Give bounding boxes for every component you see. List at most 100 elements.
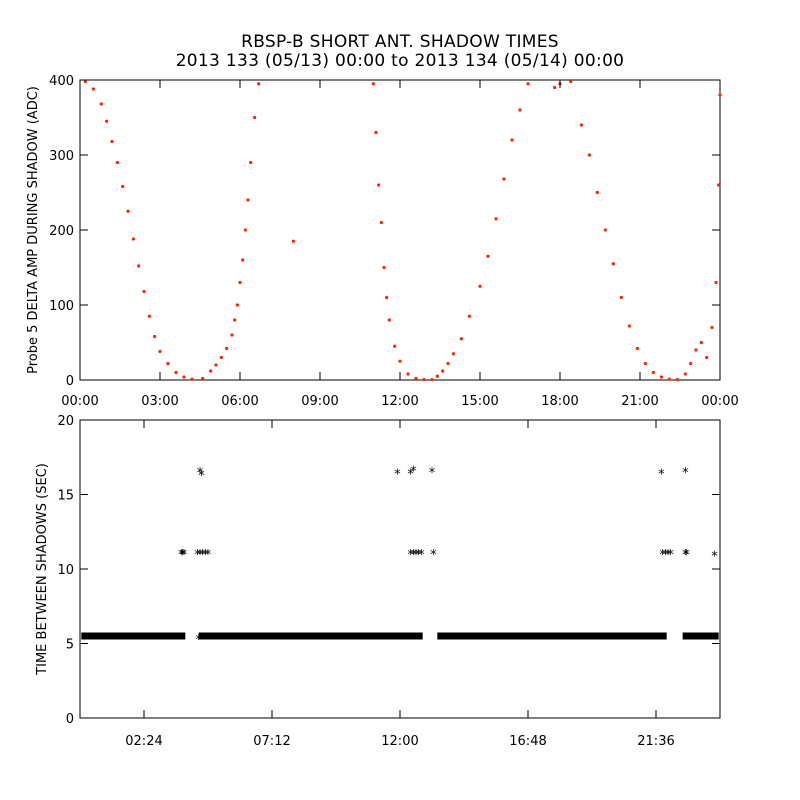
top-data-point: [710, 325, 714, 330]
top-data-point: [190, 377, 194, 381]
bottom-data-point: *: [197, 466, 204, 481]
top-data-point: [174, 370, 178, 375]
top-x-tick-label: 15:00: [461, 394, 498, 409]
top-data-point: [379, 220, 383, 225]
top-data-point: [166, 361, 170, 366]
bottom-x-tick-label: 07:12: [253, 734, 290, 749]
bottom-plot-frame: [79, 419, 721, 719]
bottom-data-point: *: [205, 548, 212, 563]
top-data-point: [225, 346, 229, 351]
top-data-point: [387, 318, 391, 322]
top-data-point: [718, 93, 722, 97]
top-data-point: [714, 280, 718, 285]
top-data-point: [121, 184, 125, 189]
bottom-data-point: *: [658, 468, 665, 483]
top-data-point: [209, 369, 213, 373]
top-data-point: [675, 378, 679, 382]
top-data-point: [257, 82, 261, 86]
top-data-point: [502, 177, 506, 181]
top-data-point: [435, 374, 439, 378]
top-x-tick-label: 21:00: [621, 394, 658, 409]
bottom-y-tick-label: 10: [57, 563, 74, 578]
top-data-point: [579, 123, 583, 127]
top-y-tick-label: 100: [49, 299, 74, 314]
top-data-point: [643, 361, 647, 366]
bottom-x-tick-label: 12:00: [381, 734, 418, 749]
top-y-tick-label: 300: [49, 149, 74, 164]
top-data-point: [235, 303, 239, 307]
top-x-tick-label: 12:00: [381, 394, 418, 409]
top-data-point: [291, 239, 295, 243]
top-data-point: [219, 355, 223, 360]
top-data-point: [158, 349, 162, 354]
top-data-point: [377, 183, 381, 187]
bottom-x-ticks: 02:24 07:12 12:00 16:48 21:36: [125, 420, 675, 749]
bottom-data-point: *: [179, 548, 186, 563]
top-data-point: [486, 254, 490, 258]
bottom-data-point: *: [407, 548, 414, 563]
top-data-point: [241, 258, 245, 262]
top-data-point: [467, 314, 471, 318]
top-data-point: [110, 139, 114, 144]
top-data-point: [510, 138, 514, 142]
top-data-point: [553, 85, 557, 90]
bottom-data-point: *: [197, 548, 204, 563]
bottom-data-point: *: [418, 548, 425, 563]
top-data-point: [83, 79, 87, 84]
bottom-y-tick-label: 15: [57, 489, 74, 504]
bottom-y-tick-label: 5: [66, 638, 74, 653]
top-data-point: [659, 375, 663, 379]
top-x-tick-label: 18:00: [541, 394, 578, 409]
bottom-data-point: *: [178, 548, 185, 563]
top-data-point: [105, 119, 109, 123]
bottom-data-point: *: [682, 466, 689, 481]
top-data-point: [243, 228, 247, 232]
top-x-tick-label: 00:00: [701, 394, 738, 409]
top-data-point: [91, 87, 95, 91]
top-data-point: [238, 280, 242, 285]
top-x-tick-label: 06:00: [221, 394, 258, 409]
top-y-ticks: 0 100 200 300 400: [49, 74, 720, 389]
chart-title-line-2: 2013 133 (05/13) 00:00 to 2013 134 (05/1…: [175, 51, 625, 71]
top-data-point: [699, 340, 703, 345]
top-data-point: [446, 361, 450, 366]
top-data-point: [249, 160, 253, 165]
top-data-point: [147, 314, 151, 318]
top-data-point: [137, 264, 141, 268]
top-data-point: [393, 344, 397, 348]
bottom-data-point: *: [394, 468, 401, 483]
top-data-point: [494, 217, 498, 221]
top-data-point: [635, 346, 639, 351]
top-data-point: [374, 130, 378, 135]
top-data-point: [253, 115, 257, 120]
top-data-point: [569, 79, 573, 84]
bottom-data-point: *: [195, 633, 202, 648]
top-y-axis-label: Probe 5 DELTA AMP DURING SHADOW (ADC): [26, 86, 41, 374]
bottom-data-point: *: [410, 548, 417, 563]
bottom-data-point: *: [430, 548, 437, 563]
top-data-point: [705, 355, 709, 360]
bottom-x-tick-label: 02:24: [125, 734, 162, 749]
top-data-point: [694, 348, 698, 352]
bottom-x-tick-label: 21:36: [637, 734, 674, 749]
top-data-point: [587, 153, 591, 157]
top-data-point: [459, 337, 463, 341]
top-y-tick-label: 400: [49, 74, 74, 89]
top-data-point: [651, 370, 655, 375]
top-data-point: [201, 376, 205, 381]
bottom-x-tick-label: 16:48: [509, 734, 546, 749]
top-x-ticks: 00:00 03:00 06:00 09:00 12:00 15:00 18:00 21:00…: [61, 80, 739, 409]
top-data-point: [430, 378, 434, 382]
top-data-point: [603, 228, 607, 232]
top-data-point: [619, 295, 623, 300]
top-data-point: [382, 265, 386, 270]
top-data-point: [414, 376, 418, 381]
top-x-tick-label: 00:00: [61, 394, 98, 409]
bottom-data-point: *: [682, 548, 689, 563]
top-data-point: [371, 82, 375, 86]
top-data-point: [115, 160, 119, 165]
top-data-point: [717, 183, 721, 187]
top-data-point: [126, 209, 130, 213]
top-data-point: [667, 377, 671, 381]
